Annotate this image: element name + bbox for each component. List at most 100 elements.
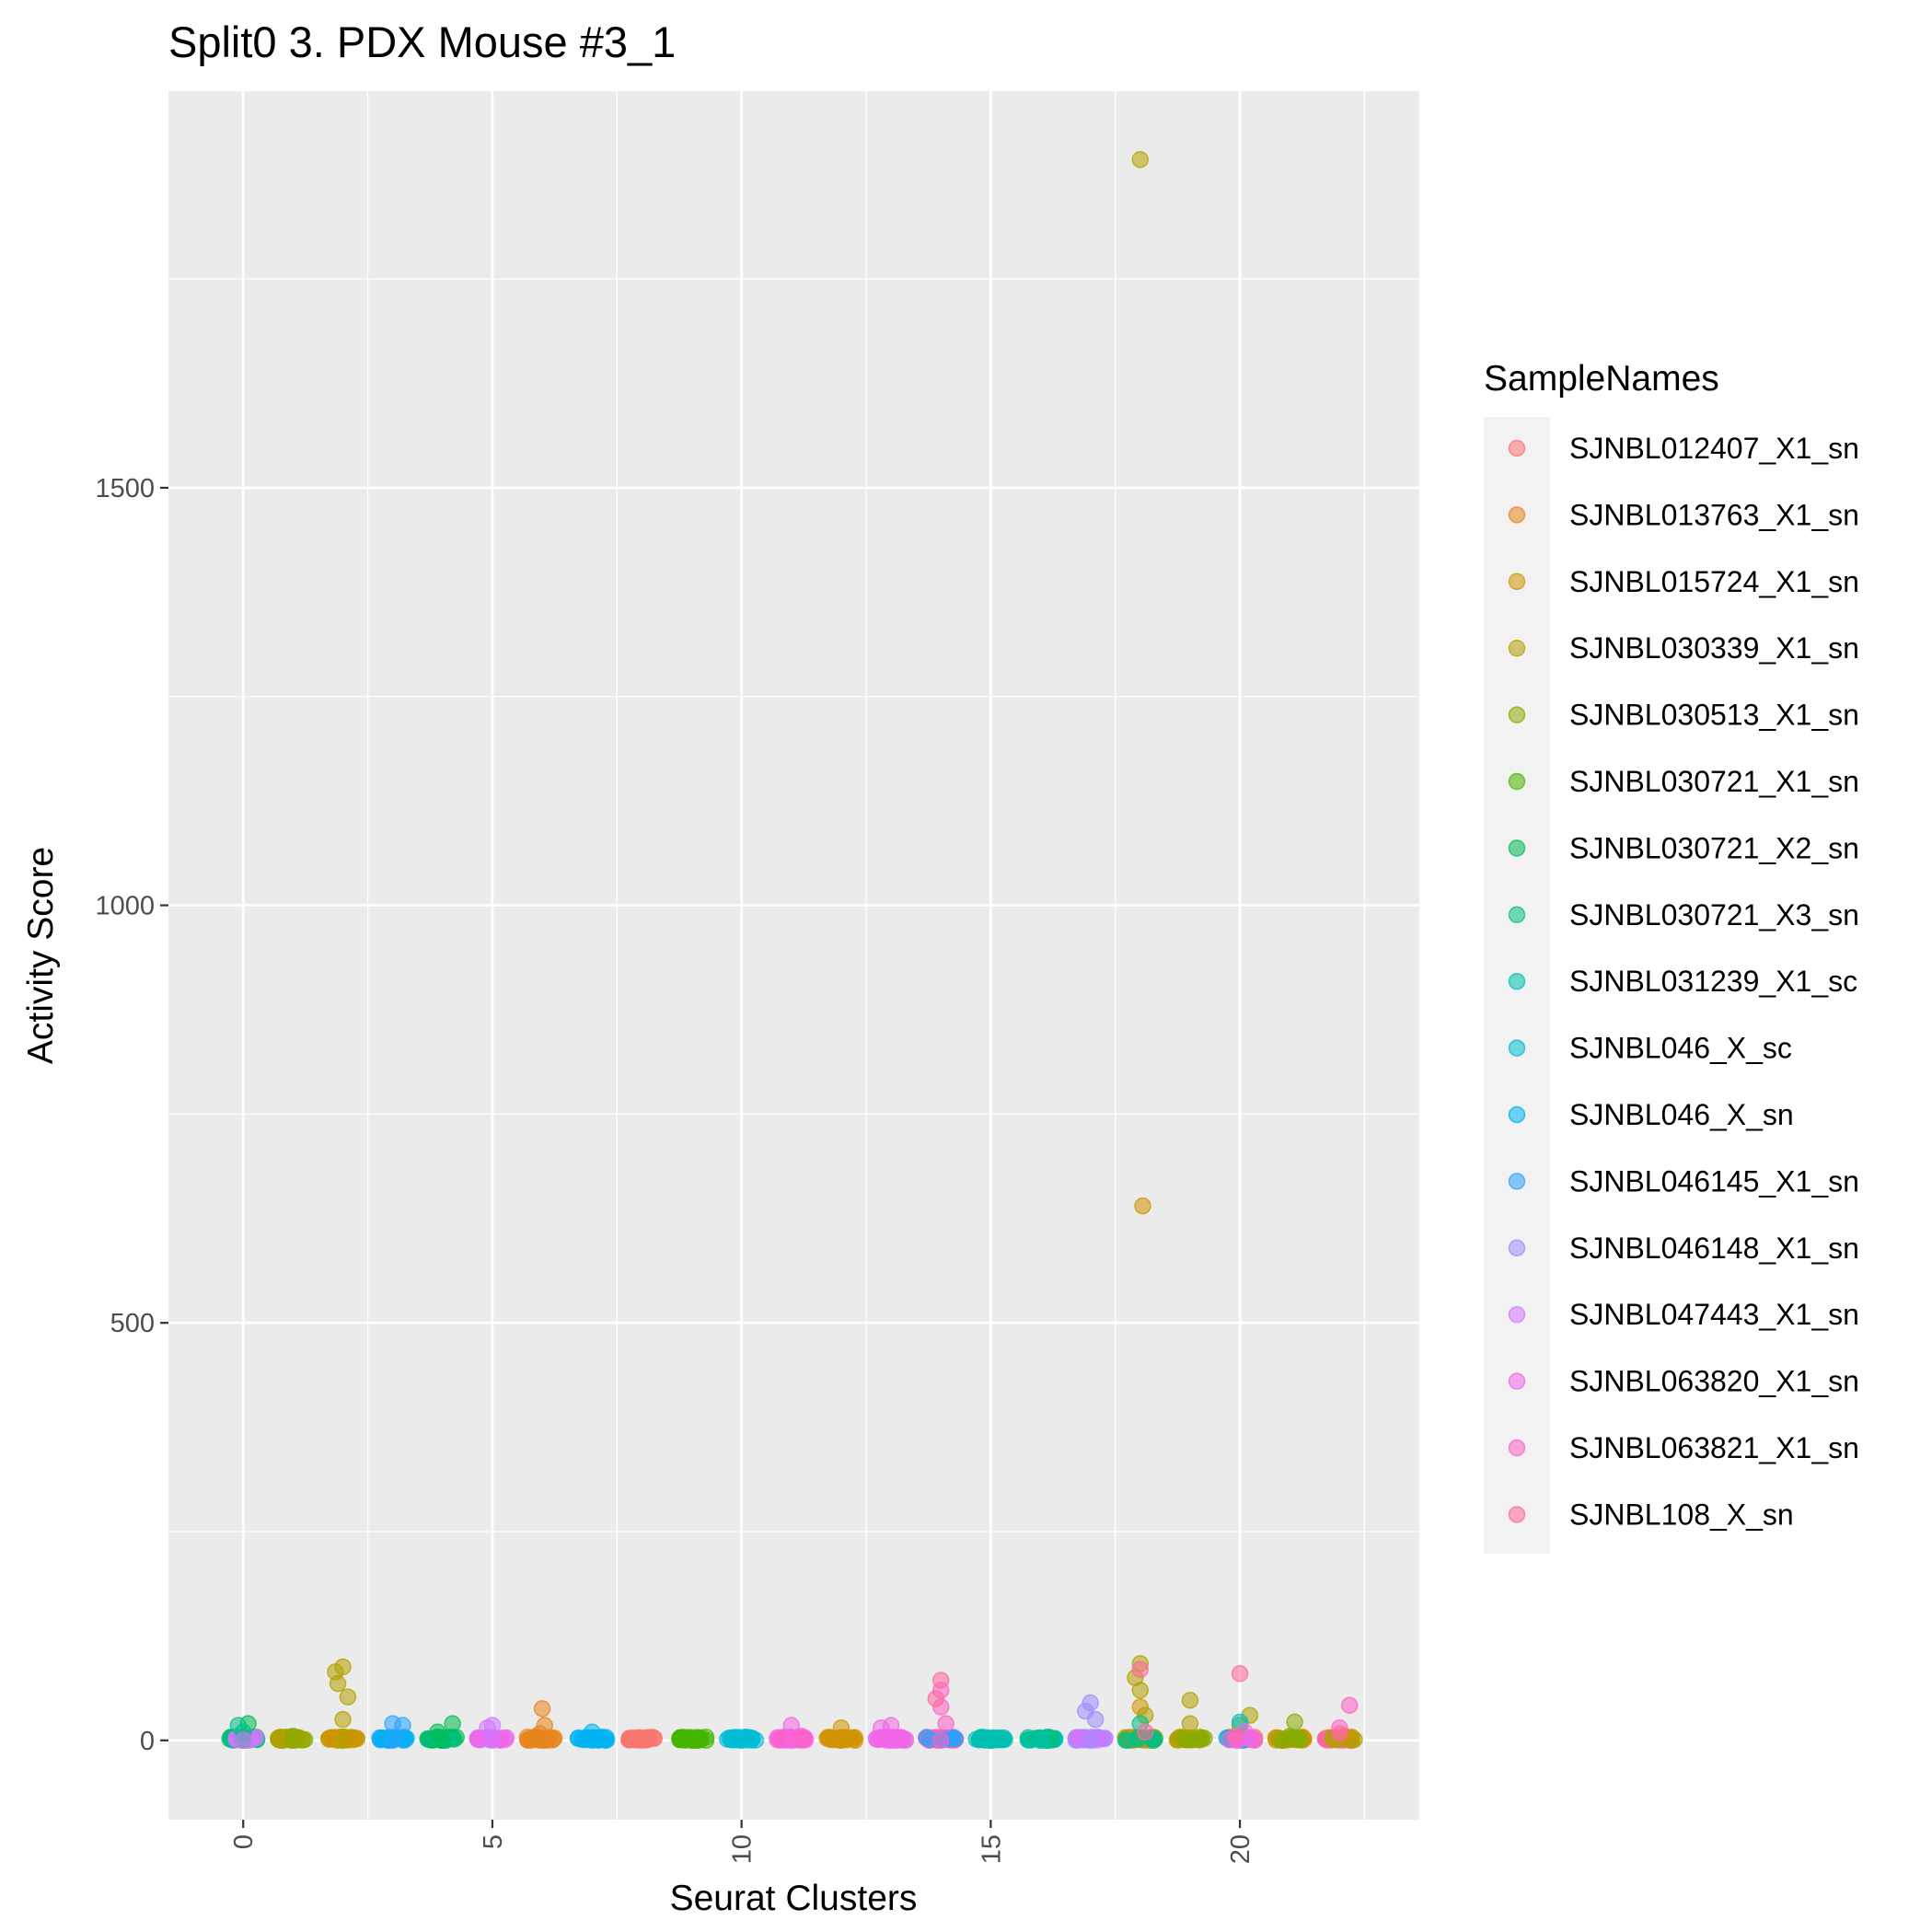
data-point xyxy=(429,1723,446,1741)
legend-key xyxy=(1508,639,1526,657)
legend-label: SJNBL031239_X1_sc xyxy=(1569,965,1857,998)
data-point xyxy=(733,1731,750,1750)
cluster-point xyxy=(597,1731,616,1749)
chart-title: Split0 3. PDX Mouse #3_1 xyxy=(168,17,676,66)
data-point xyxy=(234,1731,252,1750)
data-point xyxy=(1086,1710,1105,1729)
x-axis: 0 5 10 15 20 xyxy=(229,1820,1255,1864)
legend-key xyxy=(1508,1506,1526,1523)
data-point xyxy=(583,1723,601,1741)
legend-label: SJNBL012407_X1_sn xyxy=(1569,432,1859,465)
data-point xyxy=(931,1672,950,1689)
y-tick-label: 500 xyxy=(110,1309,155,1338)
y-tick-label: 1000 xyxy=(95,892,155,921)
legend-key xyxy=(1508,1239,1526,1257)
data-point xyxy=(329,1674,347,1693)
legend-label: SJNBL030721_X3_sn xyxy=(1569,898,1859,931)
legend-key xyxy=(1508,706,1526,723)
y-axis: 0 500 1000 1500 xyxy=(95,474,168,1756)
data-point xyxy=(782,1717,801,1734)
data-point xyxy=(1331,1725,1348,1742)
data-point xyxy=(339,1688,357,1706)
data-point xyxy=(1131,151,1150,168)
legend-key xyxy=(1508,1439,1526,1457)
data-point xyxy=(334,1710,352,1729)
x-tick-label: 0 xyxy=(229,1834,259,1849)
plot-panel xyxy=(168,91,1419,1820)
data-point xyxy=(931,1731,950,1750)
legend-key xyxy=(1508,1105,1526,1124)
legend: SampleNames SJNBL012407_X1_sn SJNBL013763… xyxy=(1484,359,1859,1554)
data-point xyxy=(1231,1664,1249,1683)
y-axis-title: Activity Score xyxy=(21,847,61,1064)
legend-key xyxy=(1508,906,1526,924)
legend-label: SJNBL046_X_sc xyxy=(1569,1032,1792,1065)
y-tick-label: 0 xyxy=(140,1727,155,1756)
data-point xyxy=(1032,1731,1049,1750)
data-point xyxy=(832,1718,850,1737)
data-point xyxy=(683,1730,700,1748)
data-point xyxy=(284,1728,302,1745)
data-point xyxy=(1286,1713,1303,1731)
data-point xyxy=(1134,1197,1151,1215)
data-point xyxy=(229,1717,248,1734)
data-point xyxy=(1181,1692,1199,1709)
data-point xyxy=(1226,1728,1244,1745)
minor-gridlines xyxy=(168,91,1419,1820)
legend-label: SJNBL015724_X1_sn xyxy=(1569,565,1859,598)
data-point xyxy=(533,1700,551,1718)
legend-key xyxy=(1508,506,1526,524)
data-point xyxy=(1131,1682,1150,1699)
x-tick-label: 5 xyxy=(479,1834,508,1849)
legend-label: SJNBL046148_X1_sn xyxy=(1569,1232,1859,1265)
cluster-point xyxy=(1177,1730,1196,1749)
legend-label: SJNBL108_X_sn xyxy=(1569,1498,1794,1531)
major-gridlines xyxy=(168,91,1419,1820)
legend-key xyxy=(1508,439,1526,457)
x-axis-title: Seurat Clusters xyxy=(670,1879,918,1918)
data-point xyxy=(628,1730,646,1748)
data-point xyxy=(927,1690,945,1707)
legend-key xyxy=(1508,972,1526,990)
legend-key xyxy=(1508,1372,1526,1390)
data-point xyxy=(792,1728,810,1745)
data-point xyxy=(1340,1696,1359,1714)
legend-label: SJNBL013763_X1_sn xyxy=(1569,498,1859,531)
data-point xyxy=(334,1731,352,1750)
legend-key xyxy=(1508,772,1526,791)
data-point xyxy=(982,1731,1000,1750)
data-point xyxy=(1136,1723,1154,1741)
data-point xyxy=(384,1731,401,1750)
legend-key xyxy=(1508,839,1526,857)
data-point xyxy=(1131,1660,1150,1678)
data-point xyxy=(444,1715,461,1732)
x-tick-label: 15 xyxy=(977,1834,1006,1864)
data-point xyxy=(1181,1715,1199,1732)
data-point xyxy=(394,1717,411,1734)
y-tick-label: 1500 xyxy=(95,474,155,503)
data-points xyxy=(221,151,1363,1750)
legend-label: SJNBL046145_X1_sn xyxy=(1569,1164,1859,1197)
legend-key xyxy=(1508,1305,1526,1324)
x-tick-label: 20 xyxy=(1226,1834,1255,1864)
legend-label: SJNBL030513_X1_sn xyxy=(1569,699,1859,732)
data-point xyxy=(1082,1731,1099,1750)
legend-label: SJNBL030721_X1_sn xyxy=(1569,765,1859,798)
legend-title: SampleNames xyxy=(1484,359,1719,399)
data-point xyxy=(479,1718,496,1737)
legend-label: SJNBL046_X_sn xyxy=(1569,1098,1794,1131)
legend-label: SJNBL030721_X2_sn xyxy=(1569,831,1859,864)
data-point xyxy=(937,1715,954,1732)
data-point xyxy=(531,1725,549,1742)
legend-key xyxy=(1508,1173,1526,1190)
legend-label: SJNBL030339_X1_sn xyxy=(1569,631,1859,665)
legend-label: SJNBL047443_X1_sn xyxy=(1569,1298,1859,1331)
legend-key xyxy=(1508,1039,1526,1057)
legend-label: SJNBL063821_X1_sn xyxy=(1569,1431,1859,1464)
data-point xyxy=(1280,1728,1299,1745)
legend-key xyxy=(1508,573,1526,591)
x-tick-label: 10 xyxy=(728,1834,758,1864)
legend-label: SJNBL063820_X1_sn xyxy=(1569,1365,1859,1398)
data-point xyxy=(873,1718,890,1737)
